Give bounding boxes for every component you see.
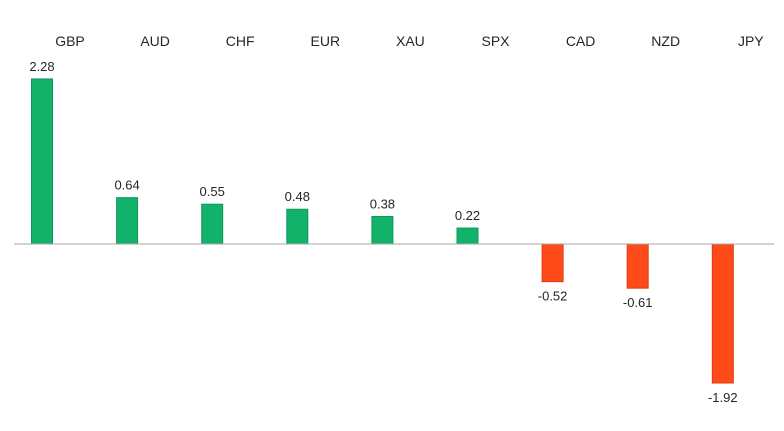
value-label-xau: 0.38 <box>370 196 395 211</box>
value-label-cad: -0.52 <box>538 289 568 304</box>
value-labels: 2.28 0.64 0.55 0.48 0.38 0.22 -0.52 -0.61 -1.92 <box>29 59 737 405</box>
category-label-jpy: JPY <box>738 33 764 49</box>
category-label-gbp: GBP <box>55 33 85 49</box>
category-labels: GBP AUD CHF EUR XAU SPX CAD NZD JPY <box>55 33 764 49</box>
value-label-eur: 0.48 <box>285 189 310 204</box>
bar-chf <box>201 203 224 245</box>
bar-gbp <box>31 78 53 245</box>
value-label-aud: 0.64 <box>114 178 139 193</box>
value-label-chf: 0.55 <box>200 184 225 199</box>
bar-eur <box>286 208 309 245</box>
bar-aud <box>116 197 139 245</box>
bar-nzd <box>626 243 649 289</box>
value-label-nzd: -0.61 <box>623 295 653 310</box>
bar-xau <box>371 215 394 245</box>
category-label-spx: SPX <box>481 33 510 49</box>
category-label-chf: CHF <box>226 33 255 49</box>
category-label-nzd: NZD <box>651 33 680 49</box>
value-label-gbp: 2.28 <box>29 59 54 74</box>
category-label-xau: XAU <box>396 33 425 49</box>
value-label-spx: 0.22 <box>455 208 480 223</box>
bar-jpy <box>711 243 734 384</box>
bars <box>31 78 734 384</box>
bar-spx <box>456 227 479 245</box>
category-label-cad: CAD <box>566 33 596 49</box>
category-label-aud: AUD <box>140 33 170 49</box>
category-label-eur: EUR <box>311 33 341 49</box>
bar-cad <box>541 243 564 283</box>
value-label-jpy: -1.92 <box>708 390 738 405</box>
